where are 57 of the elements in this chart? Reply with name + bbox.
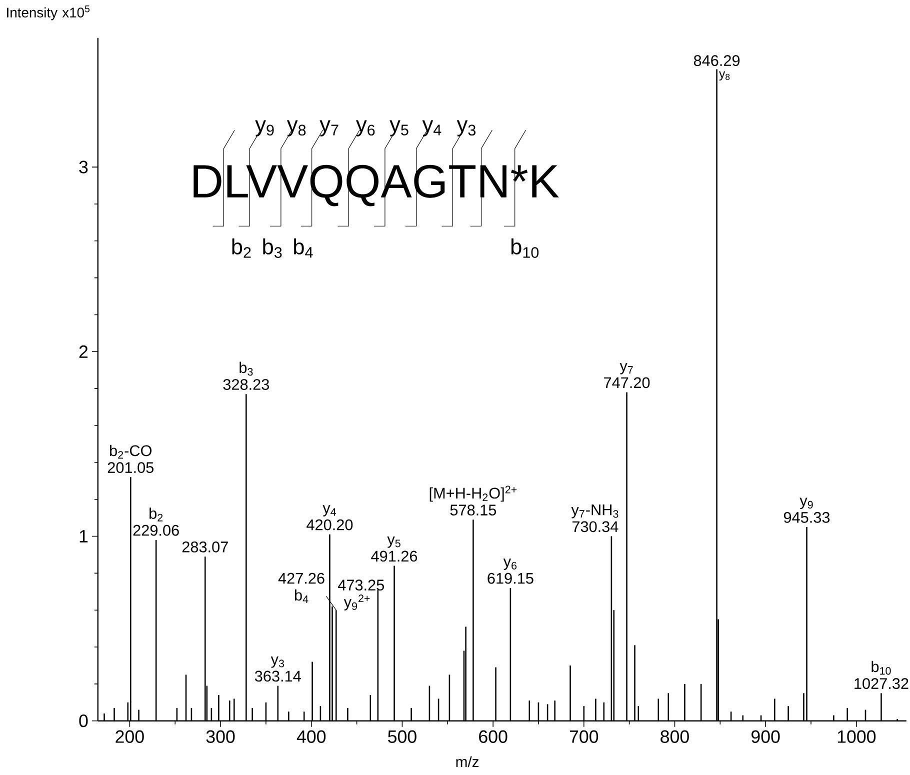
x-tick-label: 800	[660, 730, 689, 744]
x-tick-label: 900	[752, 730, 780, 744]
annotation: y$_{7}$	[320, 120, 338, 137]
annotation: y$_{8}$	[286, 120, 306, 137]
annotation: y$_{4}$	[422, 120, 442, 137]
annotation: y$_{3}$	[456, 120, 476, 137]
annotation: 619.15	[488, 573, 534, 584]
annotation: y$_{7}$-NH$_{3}$	[571, 504, 618, 518]
y-axis-title: Intensity x10$^{5}$	[7, 6, 90, 20]
annotation: y$_{9}$	[255, 120, 274, 137]
annotation: y$_{9}$2+	[344, 594, 370, 611]
x-tick-label: 600	[479, 730, 508, 744]
annotation: b$_{10}$	[872, 661, 891, 675]
annotation: y$_{8}$	[718, 72, 730, 81]
annotation: 420.20	[306, 520, 353, 530]
annotation: y$_{4}$	[322, 505, 336, 517]
x-tick-label: 500	[388, 730, 416, 744]
annotation: 1027.32	[854, 678, 908, 690]
annotation: 427.26	[278, 573, 324, 584]
annotation: 747.20	[604, 377, 650, 388]
x-tick-label: 400	[296, 730, 326, 744]
annotation: b$_{2}$	[150, 508, 163, 522]
annotation: 283.07	[182, 542, 228, 553]
annotation: y$_{7}$	[620, 363, 633, 374]
annotation: b$_{4}$	[294, 238, 313, 258]
annotation: b$_{3}$	[240, 362, 253, 376]
annotation: 945.33	[784, 512, 830, 524]
y-tick-label: 0	[79, 714, 88, 728]
y-tick-label: 2	[79, 346, 88, 358]
x-tick-label: 700	[570, 730, 598, 744]
y-tick-label: 1	[80, 530, 88, 543]
annotation: 229.06	[133, 525, 179, 536]
x-tick-label: 300	[206, 730, 235, 744]
annotation: b$_{4}$	[294, 590, 308, 604]
annotation: 363.14	[254, 670, 301, 682]
annotation: 201.05	[108, 462, 154, 474]
annotation: 473.25	[338, 580, 384, 591]
x-tick-label: 200	[116, 730, 144, 744]
annotation: b$_{3}$	[263, 238, 282, 258]
annotation: y$_{6}$	[503, 558, 517, 570]
annotation: 730.34	[572, 521, 618, 532]
annotation: b$_{2}$	[232, 238, 251, 258]
annotation: b$_{10}$	[511, 238, 539, 258]
annotation: 846.29	[694, 55, 740, 66]
annotation: [M+H-H$_{2}$O]$^{2+}$	[430, 486, 517, 502]
x-axis-title: m/z	[456, 756, 479, 768]
annotation: y$_{5}$	[390, 120, 408, 137]
annotation: y$_{5}$	[387, 536, 400, 548]
annotation: 491.26	[371, 550, 418, 562]
annotation: b$_{2}$-CO	[110, 445, 152, 459]
annotation: 578.15	[450, 504, 496, 516]
annotation: y$_{9}$	[800, 498, 813, 510]
annotation: y$_{6}$	[356, 120, 375, 137]
x-tick-label: 1000	[838, 730, 876, 744]
y-tick-label: 3	[79, 160, 88, 174]
annotation: y$_{3}$	[270, 656, 284, 668]
annotation: 328.23	[223, 379, 270, 390]
